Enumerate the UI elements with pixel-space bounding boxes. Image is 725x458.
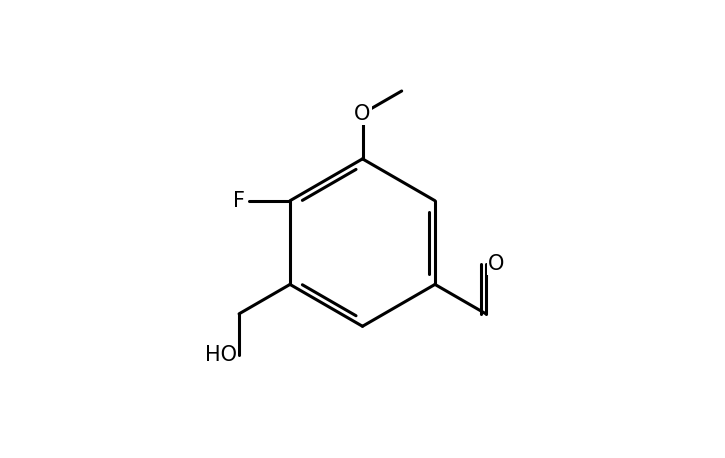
Text: O: O: [488, 254, 505, 274]
Text: O: O: [355, 104, 370, 124]
Text: F: F: [233, 191, 245, 211]
Text: HO: HO: [204, 344, 237, 365]
